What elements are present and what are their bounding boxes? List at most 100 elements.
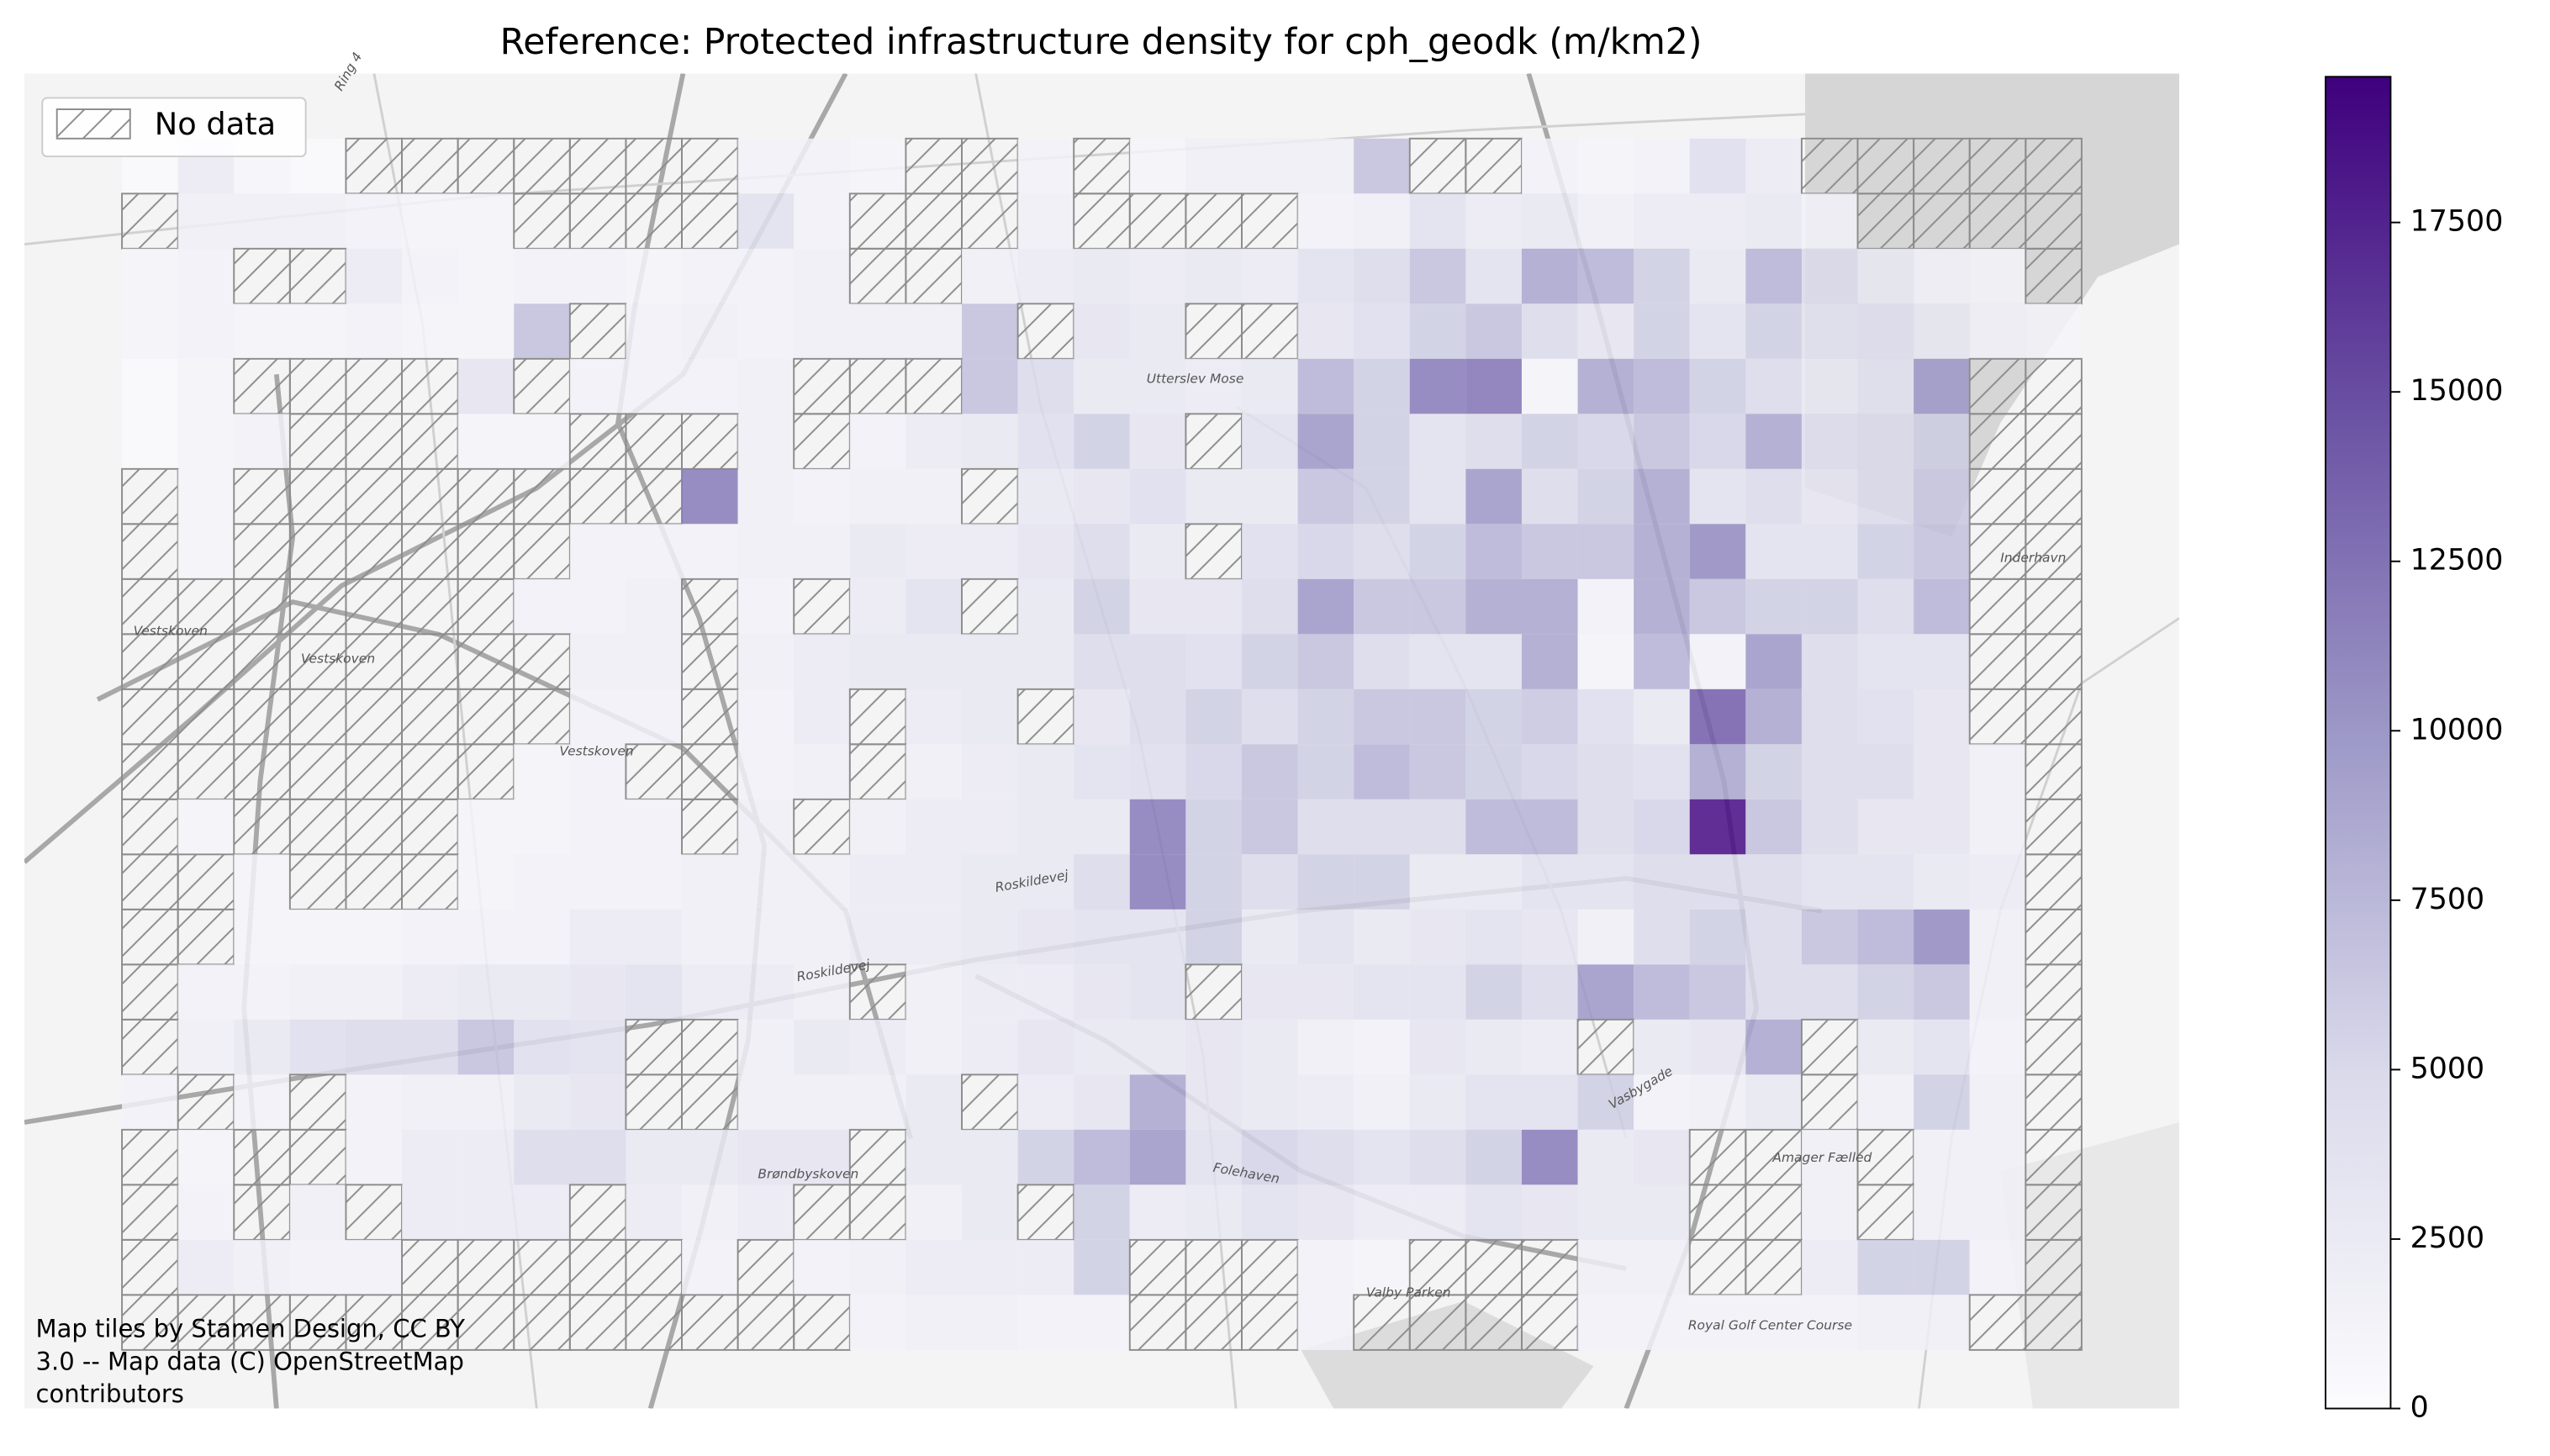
cell <box>1129 1019 1186 1075</box>
cell <box>1297 468 1354 525</box>
no-data-cell <box>177 908 235 966</box>
cell <box>1354 1129 1410 1185</box>
no-data-cell <box>288 357 347 415</box>
colorbar-gradient <box>2325 76 2392 1410</box>
no-data-cell <box>2025 853 2083 910</box>
cell <box>234 909 290 965</box>
cell <box>1801 909 1858 965</box>
no-data-cell <box>121 467 179 525</box>
cell <box>1297 799 1354 855</box>
cell <box>1129 634 1186 689</box>
no-data-cell <box>457 743 515 800</box>
cell <box>1914 854 1970 910</box>
no-data-cell <box>681 413 739 470</box>
no-data-cell <box>233 578 291 636</box>
cell <box>1521 358 1578 414</box>
cell <box>1745 634 1802 689</box>
cell <box>1521 1074 1578 1130</box>
no-data-cell <box>1073 193 1131 250</box>
no-data-cell <box>1913 137 1971 195</box>
no-data-cell <box>457 467 515 525</box>
cell <box>1017 468 1074 525</box>
no-data-cell <box>233 247 291 305</box>
cell <box>682 358 738 414</box>
cell <box>1801 1184 1858 1240</box>
cell <box>737 909 795 965</box>
cell <box>1017 414 1074 469</box>
no-data-cell <box>121 688 179 746</box>
cell <box>905 1239 963 1295</box>
cell <box>1801 634 1858 689</box>
cell <box>849 1019 906 1075</box>
cell <box>849 578 906 635</box>
cell <box>1521 303 1578 359</box>
cell <box>1857 578 1914 635</box>
cell <box>1409 524 1466 579</box>
cell <box>1634 468 1690 525</box>
cell <box>1409 964 1466 1020</box>
no-data-cell <box>233 467 291 525</box>
cell <box>1969 799 2026 855</box>
cell <box>234 1074 290 1130</box>
cell <box>737 578 795 635</box>
no-data-cell <box>401 1294 459 1351</box>
cell <box>1297 414 1354 469</box>
no-data-cell <box>568 413 627 470</box>
cell <box>1354 854 1410 910</box>
cell <box>1745 688 1802 745</box>
cell <box>234 854 290 910</box>
cell <box>962 303 1018 359</box>
cell <box>1914 634 1970 689</box>
cell <box>1745 468 1802 525</box>
no-data-cell <box>121 1294 179 1351</box>
cell <box>514 1184 570 1240</box>
cell <box>1969 964 2026 1020</box>
cell <box>849 1295 906 1350</box>
no-data-cell <box>1968 467 2027 525</box>
cell <box>1074 303 1130 359</box>
cell <box>1465 303 1522 359</box>
cell <box>1801 248 1858 304</box>
cell <box>1241 524 1298 579</box>
cell <box>1354 744 1410 799</box>
no-data-cell <box>2025 798 2083 856</box>
cell <box>905 303 963 359</box>
no-data-cell <box>513 688 571 746</box>
cell <box>962 688 1018 745</box>
no-data-cell <box>121 1018 179 1076</box>
no-data-cell <box>1408 1294 1467 1351</box>
no-data-cell <box>2025 1074 2083 1131</box>
cell <box>794 1074 850 1130</box>
cell <box>1129 909 1186 965</box>
cell <box>626 1129 683 1185</box>
no-data-cell <box>625 1294 683 1351</box>
cell <box>1634 1074 1690 1130</box>
no-data-cell <box>401 633 459 690</box>
no-data-cell <box>1128 1238 1187 1296</box>
legend-label: No data <box>155 106 276 142</box>
cell <box>1577 964 1634 1020</box>
cell <box>1129 248 1186 304</box>
cell <box>1857 1295 1914 1350</box>
cell <box>905 1184 963 1240</box>
no-data-cell <box>961 193 1019 250</box>
no-data-cell <box>288 688 347 746</box>
cell <box>1354 193 1410 249</box>
cell <box>794 138 850 194</box>
no-data-cell <box>793 413 851 470</box>
map-label: Utterslev Mose <box>1147 372 1244 387</box>
cell <box>1354 688 1410 745</box>
cell <box>1185 358 1242 414</box>
no-data-cell <box>736 1238 795 1296</box>
cell <box>1969 1184 2026 1240</box>
cell <box>1185 578 1242 635</box>
map-label: Royal Golf Center Course <box>1688 1317 1852 1332</box>
no-data-cell <box>961 1074 1019 1131</box>
cell <box>1914 414 1970 469</box>
cell <box>1465 909 1522 965</box>
cell <box>569 358 626 414</box>
no-data-cell <box>121 963 179 1021</box>
cell <box>1017 193 1074 249</box>
cell <box>1409 248 1466 304</box>
cell <box>1745 193 1802 249</box>
